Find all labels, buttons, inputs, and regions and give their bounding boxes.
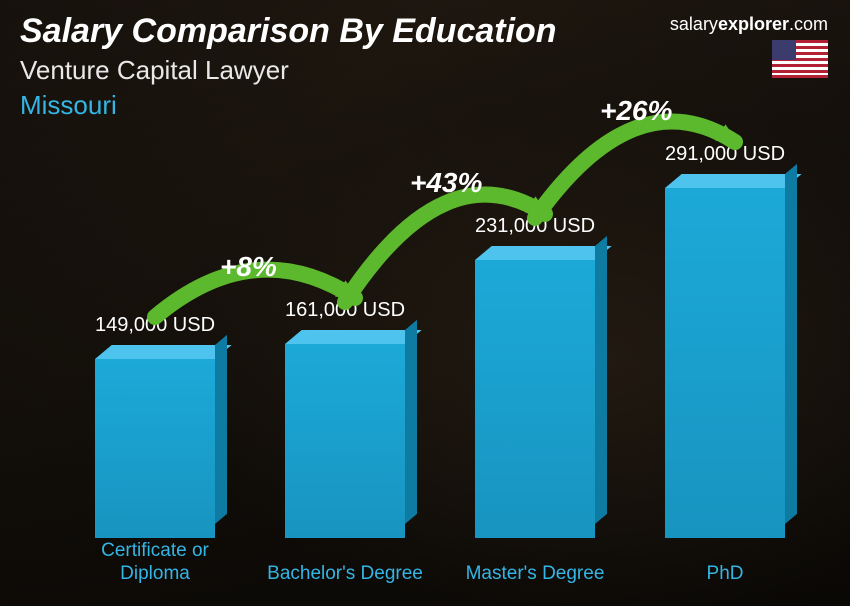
bar-top-face xyxy=(285,330,422,344)
bar-group: 161,000 USDBachelor's Degree xyxy=(270,299,420,538)
bar-top-face xyxy=(95,345,232,359)
bar-side-face xyxy=(215,335,227,524)
bar-value: 161,000 USD xyxy=(270,299,420,322)
bar-group: 149,000 USDCertificate or Diploma xyxy=(80,314,230,538)
bar-label: Bachelor's Degree xyxy=(255,563,435,586)
bar-value: 291,000 USD xyxy=(650,143,800,166)
chart-location: Missouri xyxy=(20,90,830,121)
bar xyxy=(665,188,785,538)
bar xyxy=(285,344,405,538)
bar-value: 231,000 USD xyxy=(460,215,610,238)
bar-label: Master's Degree xyxy=(445,563,625,586)
bar-label: Certificate or Diploma xyxy=(65,540,245,586)
bar-group: 231,000 USDMaster's Degree xyxy=(460,215,610,538)
bar-top-face xyxy=(665,174,802,188)
increase-label: +43% xyxy=(410,167,482,199)
bar-front-face xyxy=(475,260,595,538)
logo-part1: salary xyxy=(670,14,718,34)
bar-side-face xyxy=(785,164,797,524)
bar-front-face xyxy=(665,188,785,538)
bar xyxy=(95,359,215,538)
site-logo: salaryexplorer.com xyxy=(670,14,828,35)
flag-icon xyxy=(772,40,828,78)
logo-part3: .com xyxy=(789,14,828,34)
bar-chart: 149,000 USDCertificate or Diploma161,000… xyxy=(40,140,790,586)
bar-group: 291,000 USDPhD xyxy=(650,143,800,538)
bar-top-face xyxy=(475,246,612,260)
increase-label: +8% xyxy=(220,251,277,283)
logo-part2: explorer xyxy=(718,14,789,34)
bar-side-face xyxy=(405,320,417,524)
bar-front-face xyxy=(95,359,215,538)
bar-value: 149,000 USD xyxy=(80,314,230,337)
bar-side-face xyxy=(595,236,607,524)
bar-label: PhD xyxy=(635,563,815,586)
chart-subtitle: Venture Capital Lawyer xyxy=(20,55,830,86)
bar xyxy=(475,260,595,538)
bar-front-face xyxy=(285,344,405,538)
increase-label: +26% xyxy=(600,95,672,127)
